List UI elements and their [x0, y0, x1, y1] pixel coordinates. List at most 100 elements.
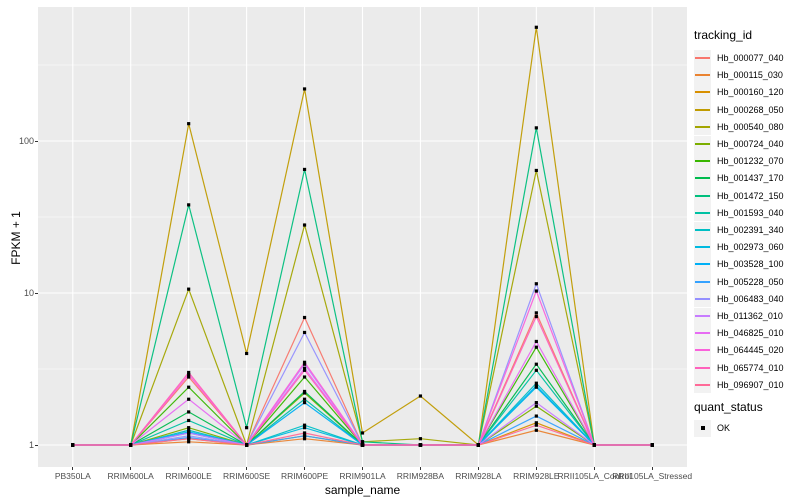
x-tick-mark: [72, 467, 74, 470]
legend-line-icon: [695, 57, 710, 59]
legend-line-icon: [695, 349, 710, 352]
data-point: [534, 401, 538, 405]
x-tick-mark: [593, 467, 595, 470]
legend-key-swatch: [694, 49, 711, 67]
legend-entry-Hb_000115_030: Hb_000115_030: [694, 66, 783, 84]
data-point: [534, 168, 538, 173]
legend-key-swatch: [694, 204, 711, 222]
y-axis-title: FPKM + 1: [9, 211, 23, 265]
legend-entry-label: Hb_000724_040: [717, 139, 784, 149]
data-point: [534, 414, 538, 418]
legend-entry-label: Hb_011362_010: [717, 311, 783, 321]
legend-entry-Hb_046825_010: Hb_046825_010: [694, 324, 784, 342]
y-tick-mark: [35, 444, 38, 446]
data-point: [302, 366, 307, 370]
x-tick-label: RRIM928LE: [513, 471, 560, 481]
x-tick-label: RRIM600SE: [222, 471, 271, 481]
legend-line-icon: [695, 366, 710, 369]
data-point: [534, 282, 538, 286]
legend-key-swatch: [694, 290, 711, 308]
legend-entry-label: Hb_001232_070: [717, 156, 784, 167]
legend-entry-Hb_000160_120: Hb_000160_120: [694, 83, 784, 101]
quant-status-legend-entry: OK: [694, 419, 730, 437]
data-point: [187, 373, 191, 377]
x-tick-label: RRII105LA_Stressed: [612, 471, 693, 481]
legend-line-icon: [695, 211, 710, 214]
data-point: [534, 362, 538, 366]
legend-entry-Hb_096907_010: Hb_096907_010: [694, 376, 784, 394]
data-point: [187, 437, 191, 441]
quant-status-key: [694, 419, 711, 437]
data-point: [302, 426, 307, 430]
data-point: [302, 437, 307, 441]
legend-line-icon: [695, 315, 710, 317]
legend-entry-label: Hb_000160_120: [717, 87, 784, 98]
x-tick-mark: [304, 467, 306, 470]
chart-canvas: [38, 7, 687, 467]
x-tick-mark: [419, 467, 421, 470]
data-point: [302, 423, 307, 427]
legend-line-icon: [695, 263, 710, 266]
data-point: [187, 287, 191, 291]
legend-key-swatch: [694, 376, 711, 394]
legend-key-swatch: [694, 169, 711, 187]
legend-entry-Hb_000268_050: Hb_000268_050: [694, 101, 784, 119]
legend-line-icon: [695, 143, 710, 145]
x-tick-mark: [362, 467, 363, 470]
legend-entry-label: Hb_000077_040: [717, 53, 784, 63]
data-point: [534, 421, 538, 425]
legend-entry-Hb_000724_040: Hb_000724_040: [694, 135, 784, 153]
black-square-point-icon: [700, 426, 705, 430]
data-point: [302, 167, 307, 172]
x-tick-label: RRIM600LE: [165, 471, 212, 481]
quant-status-label: OK: [717, 423, 731, 433]
legend-entry-Hb_001437_170: Hb_001437_170: [694, 169, 784, 187]
data-point: [302, 87, 307, 91]
data-point: [534, 404, 538, 408]
legend-entry-Hb_001593_040: Hb_001593_040: [694, 204, 784, 222]
legend-entry-label: Hb_046825_010: [717, 328, 784, 339]
legend-panel: tracking_id Hb_000077_040 Hb_000115_030 Hb…: [693, 0, 800, 500]
legend-entry-Hb_001232_070: Hb_001232_070: [694, 152, 784, 170]
data-point: [187, 397, 191, 401]
legend-key-swatch: [694, 255, 711, 273]
data-point: [534, 25, 538, 29]
data-point: [187, 434, 191, 438]
legend-entry-Hb_001472_150: Hb_001472_150: [694, 187, 784, 205]
legend-entry-label: Hb_006483_040: [717, 293, 784, 304]
legend-entry-label: Hb_001437_170: [717, 173, 784, 184]
data-point: [418, 443, 423, 447]
data-point: [650, 443, 654, 447]
x-tick-mark: [535, 467, 537, 470]
x-tick-label: RRIM600LA: [107, 471, 154, 481]
legend-entry-label: Hb_000540_080: [717, 121, 784, 132]
data-point: [187, 426, 191, 430]
data-point: [302, 431, 307, 435]
legend-key-swatch: [694, 135, 711, 153]
legend-entry-Hb_005228_050: Hb_005228_050: [694, 273, 784, 291]
x-tick-mark: [477, 467, 479, 470]
data-point: [187, 385, 191, 389]
legend-key-swatch: [694, 83, 711, 101]
x-tick-label: RRII105LA_Control: [557, 471, 632, 481]
data-point: [534, 289, 538, 293]
legend-entry-Hb_000077_040: Hb_000077_040: [694, 49, 784, 67]
data-point: [187, 410, 191, 414]
data-point: [187, 431, 191, 435]
data-point: [129, 443, 133, 447]
legend-entry-label: Hb_001472_150: [717, 190, 784, 201]
legend-key-swatch: [694, 273, 711, 291]
data-point: [245, 426, 249, 430]
data-point: [187, 440, 191, 444]
data-point: [187, 418, 191, 423]
data-point: [187, 370, 191, 375]
legend-key-swatch: [694, 66, 711, 84]
y-tick-label: 100: [18, 136, 34, 146]
x-tick-label: PB350LA: [54, 471, 91, 481]
data-point: [302, 434, 307, 438]
data-point: [302, 401, 307, 405]
data-point: [302, 389, 307, 394]
data-point: [302, 315, 307, 320]
x-tick-label: RRIM928LA: [455, 471, 502, 481]
data-point: [245, 351, 249, 356]
